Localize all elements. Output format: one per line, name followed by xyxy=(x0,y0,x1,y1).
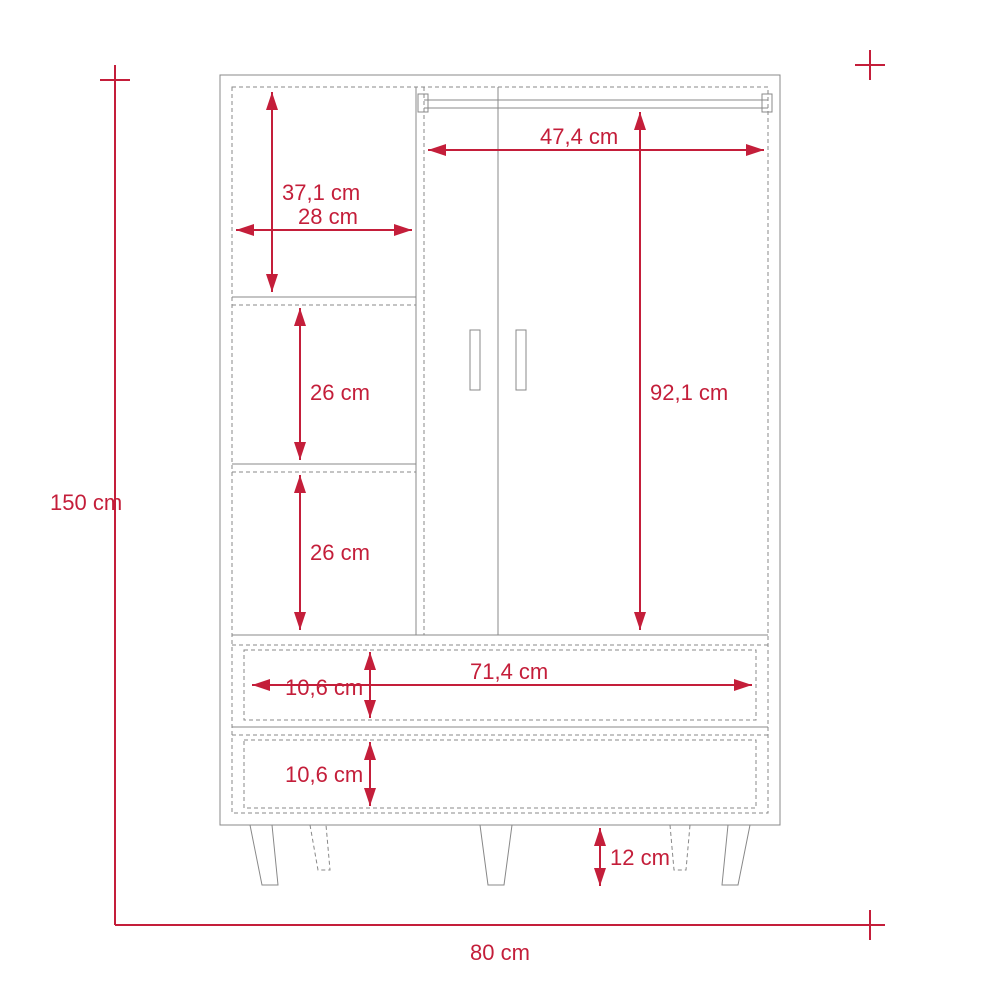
svg-text:12 cm: 12 cm xyxy=(610,845,670,870)
overall-height-label: 150 cm xyxy=(50,490,122,515)
svg-text:26 cm: 26 cm xyxy=(310,380,370,405)
dim-26b: 26 cm xyxy=(300,475,370,630)
svg-text:92,1 cm: 92,1 cm xyxy=(650,380,728,405)
svg-text:26 cm: 26 cm xyxy=(310,540,370,565)
svg-text:37,1 cm: 37,1 cm xyxy=(282,180,360,205)
legs xyxy=(250,825,750,885)
dim-47-4: 47,4 cm xyxy=(428,124,764,150)
overall-width-label: 80 cm xyxy=(470,940,530,965)
svg-text:47,4 cm: 47,4 cm xyxy=(540,124,618,149)
dim-92-1: 92,1 cm xyxy=(640,112,728,630)
svg-text:71,4 cm: 71,4 cm xyxy=(470,659,548,684)
svg-text:10,6 cm: 10,6 cm xyxy=(285,675,363,700)
dim-10-6b: 10,6 cm xyxy=(285,742,370,806)
svg-text:28 cm: 28 cm xyxy=(298,204,358,229)
dim-26a: 26 cm xyxy=(300,308,370,460)
technical-drawing: 37,1 cm 28 cm 47,4 cm 92,1 cm 26 cm 26 c… xyxy=(0,0,1000,1000)
dim-37-1: 37,1 cm xyxy=(272,92,360,292)
dim-28: 28 cm xyxy=(236,204,412,230)
dim-12: 12 cm xyxy=(600,828,670,886)
extent-lines xyxy=(100,50,885,940)
dim-10-6a: 10,6 cm xyxy=(285,652,370,718)
svg-text:10,6 cm: 10,6 cm xyxy=(285,762,363,787)
